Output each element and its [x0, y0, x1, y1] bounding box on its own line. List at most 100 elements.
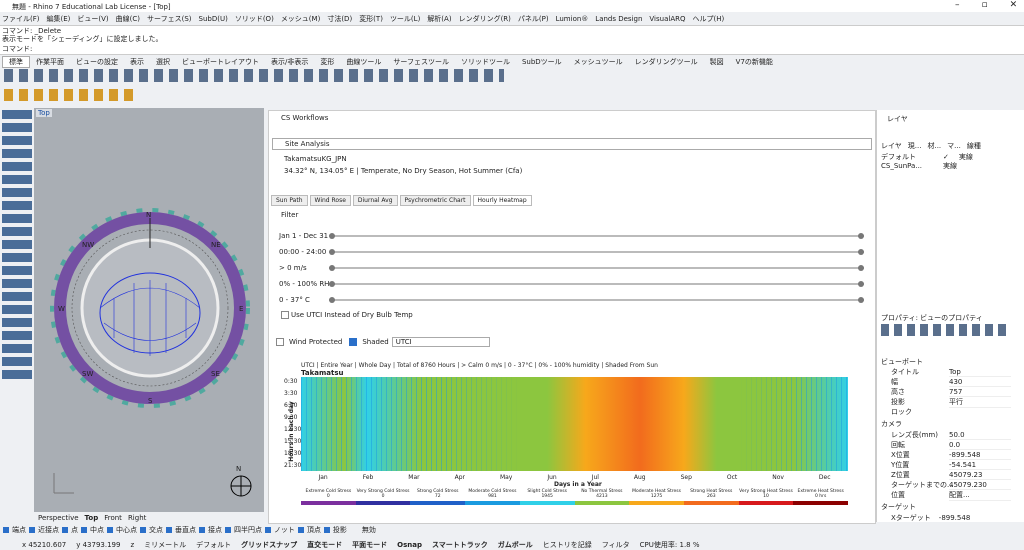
command-prompt[interactable]: コマンド: — [2, 44, 32, 54]
slider-knob[interactable] — [858, 265, 864, 271]
osnap-item[interactable]: ノット — [274, 525, 295, 535]
toolbar-tab[interactable]: 変形 — [314, 57, 340, 67]
menu-item[interactable]: 曲線(C) — [116, 14, 140, 24]
osnap-off[interactable]: 無効 — [362, 525, 376, 535]
wind-protected[interactable]: Wind Protected — [289, 338, 342, 346]
prop-value[interactable]: 配置... — [949, 490, 1011, 501]
menu-item[interactable]: 編集(E) — [47, 14, 71, 24]
prop-value[interactable]: 45079.23 — [949, 471, 1011, 480]
toolbar-tab[interactable]: ビューの設定 — [70, 57, 124, 67]
slider[interactable] — [329, 267, 864, 269]
menu-item[interactable]: Lumion® — [556, 15, 589, 23]
prop-value[interactable]: 430 — [949, 378, 1011, 387]
toolbar-tab[interactable]: サーフェスツール — [387, 57, 455, 67]
osnap-box[interactable] — [140, 527, 146, 533]
window-controls[interactable]: –▫✕ — [955, 0, 1024, 10]
slider-knob[interactable] — [858, 281, 864, 287]
status-item[interactable]: 直交モード — [307, 540, 342, 550]
toolbar-tab[interactable]: 製図 — [704, 57, 730, 67]
slider-knob[interactable] — [329, 249, 335, 255]
osnap-box[interactable] — [199, 527, 205, 533]
osnap-item[interactable]: 点 — [71, 525, 78, 535]
osnap-box[interactable] — [3, 527, 9, 533]
toolbar-tab[interactable]: 表示/非表示 — [265, 57, 314, 67]
mode-select[interactable]: Site Analysis — [272, 138, 872, 150]
toolbar-tab[interactable]: 作業平面 — [30, 57, 70, 67]
menu-item[interactable]: VisualARQ — [649, 15, 685, 23]
viewport-tab[interactable]: Right — [128, 514, 146, 522]
props-icons[interactable] — [881, 324, 1011, 336]
tool-column[interactable] — [2, 110, 32, 380]
osnap-box[interactable] — [29, 527, 35, 533]
metric-select[interactable]: UTCI — [392, 337, 490, 347]
osnap-item[interactable]: 交点 — [149, 525, 163, 535]
menu-item[interactable]: Lands Design — [595, 15, 642, 23]
status-item[interactable]: フィルタ — [602, 540, 630, 550]
cs-tab[interactable]: Wind Rose — [310, 195, 351, 206]
toolbar-tab[interactable]: 曲線ツール — [340, 57, 387, 67]
toolbar-tab[interactable]: ソリッドツール — [455, 57, 516, 67]
slider-knob[interactable] — [858, 249, 864, 255]
status-item[interactable]: ヒストリを記録 — [543, 540, 592, 550]
osnap-box[interactable] — [324, 527, 330, 533]
osnap-item[interactable]: 接点 — [208, 525, 222, 535]
toolbar-tab[interactable]: V7の新機能 — [730, 57, 779, 67]
osnap-box[interactable] — [81, 527, 87, 533]
prop-value[interactable]: 平行 — [949, 397, 1011, 408]
toolbar-tab[interactable]: SubDツール — [516, 57, 568, 67]
viewport-tab[interactable]: Front — [104, 514, 122, 522]
prop-value[interactable]: -899.548 — [949, 451, 1011, 460]
osnap-box[interactable] — [166, 527, 172, 533]
osnap-item[interactable]: 四半円点 — [234, 525, 262, 535]
menu-item[interactable]: 寸法(D) — [327, 14, 352, 24]
toolbar-tab[interactable]: レンダリングツール — [629, 57, 704, 67]
toolbar-tab[interactable]: 標準 — [2, 56, 30, 68]
status-item[interactable]: CPU使用率: 1.8 % — [640, 540, 700, 550]
osnap-box[interactable] — [107, 527, 113, 533]
status-item[interactable]: ガムボール — [498, 540, 533, 550]
cs-tab[interactable]: Diurnal Avg — [353, 195, 398, 206]
viewport-tab[interactable]: Perspective — [38, 514, 79, 522]
slider-knob[interactable] — [858, 233, 864, 239]
osnap-box[interactable] — [62, 527, 68, 533]
slider-knob[interactable] — [329, 281, 335, 287]
status-item[interactable]: グリッドスナップ — [241, 540, 297, 550]
menu-item[interactable]: サーフェス(S) — [147, 14, 192, 24]
osnap-box[interactable] — [225, 527, 231, 533]
prop-value[interactable]: 50.0 — [949, 431, 1011, 440]
menu-item[interactable]: ヘルプ(H) — [692, 14, 724, 24]
toolbar-tab[interactable]: 選択 — [150, 57, 176, 67]
slider[interactable] — [329, 283, 864, 285]
status-item[interactable]: Osnap — [397, 541, 422, 549]
menu-item[interactable]: ビュー(V) — [77, 14, 108, 24]
menu-item[interactable]: ファイル(F) — [2, 14, 40, 24]
menu-item[interactable]: メッシュ(M) — [281, 14, 321, 24]
osnap-item[interactable]: 頂点 — [307, 525, 321, 535]
slider-knob[interactable] — [329, 233, 335, 239]
utci-check[interactable]: Use UTCI Instead of Dry Bulb Temp — [279, 311, 413, 319]
toolbar-icons[interactable] — [4, 69, 504, 82]
slider[interactable] — [329, 299, 864, 301]
osnap-item[interactable]: 中心点 — [116, 525, 137, 535]
menu-item[interactable]: ソリッド(O) — [235, 14, 274, 24]
osnap-item[interactable]: 近接点 — [38, 525, 59, 535]
prop-value[interactable]: -54.541 — [949, 461, 1011, 470]
prop-value[interactable]: 0.0 — [949, 441, 1011, 450]
slider[interactable] — [329, 251, 864, 253]
shaded[interactable]: Shaded — [362, 338, 388, 346]
slider-knob[interactable] — [329, 297, 335, 303]
toolbar-tab[interactable]: ビューポートレイアウト — [176, 57, 265, 67]
osnap-box[interactable] — [298, 527, 304, 533]
menu-item[interactable]: 変形(T) — [359, 14, 383, 24]
toolbar-tab[interactable]: 表示 — [124, 57, 150, 67]
menu-item[interactable]: レンダリング(R) — [459, 14, 511, 24]
toolbar-icons-2[interactable] — [4, 89, 139, 101]
slider-knob[interactable] — [329, 265, 335, 271]
toolbar-tab[interactable]: メッシュツール — [568, 57, 629, 67]
osnap-item[interactable]: 中点 — [90, 525, 104, 535]
layer-row[interactable]: CS_SunPa...実線 — [881, 161, 1021, 170]
slider[interactable] — [329, 235, 864, 237]
osnap-item[interactable]: 端点 — [12, 525, 26, 535]
status-item[interactable]: 平面モード — [352, 540, 387, 550]
osnap-box[interactable] — [265, 527, 271, 533]
